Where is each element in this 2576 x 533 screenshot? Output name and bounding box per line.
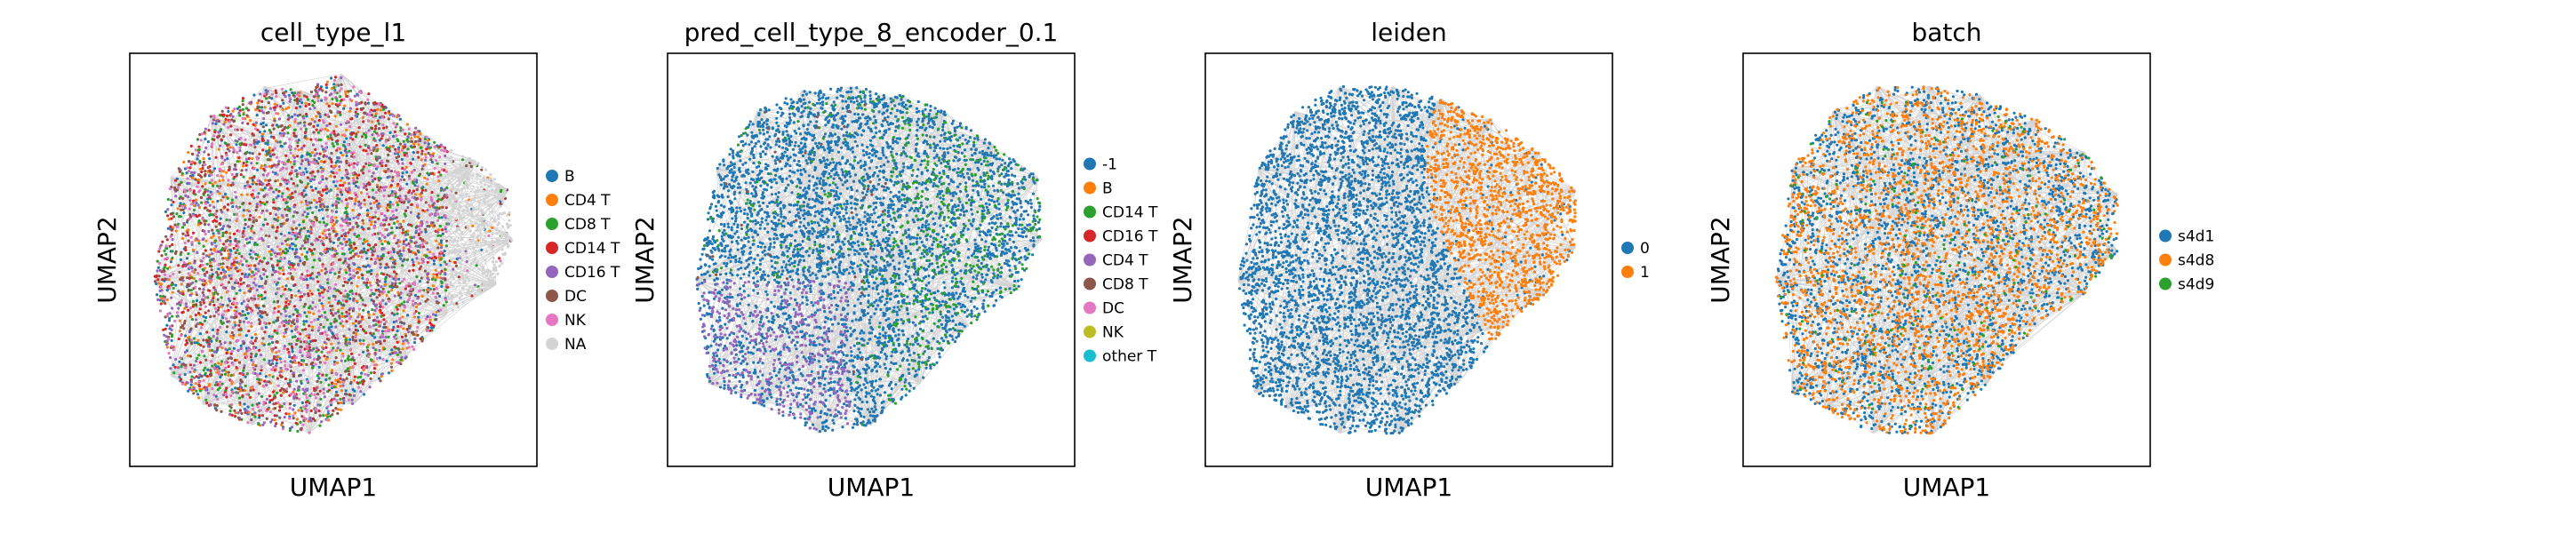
- x-axis-label: UMAP1: [828, 473, 916, 502]
- legend-marker-1: [1084, 157, 1096, 171]
- legend-marker-cd14-t: [1084, 205, 1096, 219]
- points-0: [1238, 84, 1572, 435]
- points-dc: [154, 83, 513, 430]
- legend-marker-cd8-t: [546, 218, 558, 230]
- legend-marker-other-t: [1084, 349, 1096, 362]
- axes-frame: [1204, 52, 1613, 467]
- panel-title: cell_type_l1: [260, 18, 406, 47]
- legend-marker-cd16-t: [546, 266, 558, 278]
- legend-label-s4d9: s4d9: [2178, 276, 2214, 294]
- cell-points: [1774, 85, 2119, 435]
- legend-label-b: B: [1102, 180, 1113, 198]
- x-axis-label: UMAP1: [1903, 473, 1991, 502]
- legend: -1 B CD14 T CD16 T CD4 T CD8 T DC NK other T: [1084, 156, 1158, 366]
- y-axis-label: UMAP2: [630, 216, 660, 304]
- legend-label-other-t: other T: [1102, 348, 1157, 366]
- legend-marker-cd4-t: [546, 194, 558, 206]
- points-cd4-t: [697, 279, 852, 431]
- legend-marker-dc: [546, 290, 558, 302]
- panel-title: leiden: [1371, 18, 1447, 47]
- legend-label-1: -1: [1102, 156, 1117, 174]
- legend-marker-b: [1084, 181, 1096, 195]
- legend-label-na: NA: [564, 336, 587, 354]
- legend-label-cd14-t: CD14 T: [564, 240, 620, 258]
- panel-title: pred_cell_type_8_encoder_0.1: [684, 18, 1059, 47]
- legend-label-s4d8: s4d8: [2178, 252, 2214, 270]
- legend-label-cd16-t: CD16 T: [1102, 228, 1158, 246]
- legend-label-s4d1: s4d1: [2178, 228, 2214, 246]
- legend-marker-nk: [1084, 325, 1096, 338]
- legend-label-1: 1: [1640, 264, 1650, 282]
- points-1: [1426, 99, 1578, 341]
- points-cd16-t: [156, 76, 493, 431]
- legend-marker-0: [1621, 242, 1634, 254]
- panel-title: batch: [1911, 18, 1981, 47]
- legend: B CD4 T CD8 T CD14 T CD16 T DC NK NA: [546, 168, 620, 354]
- plot-area: [153, 74, 514, 434]
- axes-frame: [129, 52, 538, 467]
- legend-marker-na: [546, 338, 558, 350]
- legend-marker-cd16-t: [1084, 229, 1096, 243]
- legend-marker-cd4-t: [1084, 253, 1096, 266]
- y-axis-label: UMAP2: [1706, 216, 1735, 304]
- points-nk: [157, 79, 504, 434]
- points-s4d8: [1774, 85, 2119, 435]
- legend-marker-cd14-t: [546, 242, 558, 254]
- points-s4d9: [1780, 100, 2114, 428]
- legend-marker-s4d1: [2159, 229, 2172, 243]
- points-cd14-t: [702, 90, 1042, 426]
- cell-points: [153, 76, 514, 434]
- plot-area: [1237, 84, 1578, 435]
- panel-4: batch UMAP1 UMAP2 s4d1 s4d8 s4d9: [1706, 18, 2214, 502]
- legend-label-cd4-t: CD4 T: [564, 192, 611, 210]
- legend-label-nk: NK: [1102, 324, 1124, 342]
- legend-marker-1: [1621, 266, 1634, 278]
- plot-area: [1774, 85, 2119, 435]
- x-axis-label: UMAP1: [290, 473, 378, 502]
- y-axis-label: UMAP2: [92, 216, 122, 304]
- cell-points: [1238, 84, 1578, 435]
- legend-label-dc: DC: [564, 288, 587, 306]
- legend-label-cd16-t: CD16 T: [564, 264, 620, 282]
- legend-label-cd8-t: CD8 T: [1102, 276, 1148, 294]
- plot-area: [695, 85, 1043, 434]
- legend: s4d1 s4d8 s4d9: [2159, 228, 2214, 294]
- legend-marker-cd8-t: [1084, 277, 1096, 290]
- legend-marker-b: [546, 170, 558, 182]
- legend-label-cd14-t: CD14 T: [1102, 204, 1158, 222]
- points-na: [445, 148, 514, 312]
- legend-marker-s4d8: [2159, 253, 2172, 266]
- legend-marker-s4d9: [2159, 277, 2172, 290]
- legend-label-nk: NK: [564, 312, 587, 330]
- legend-label-cd8-t: CD8 T: [564, 216, 611, 234]
- points-b: [155, 76, 503, 430]
- panel-1: cell_type_l1 UMAP1 UMAP2 B CD4 T CD8 T CD14 T C…: [92, 18, 620, 502]
- y-axis-label: UMAP2: [1168, 216, 1197, 304]
- legend-marker-nk: [546, 314, 558, 326]
- axes-frame: [1742, 52, 2151, 467]
- cell-points: [695, 86, 1042, 434]
- legend-label-cd4-t: CD4 T: [1102, 252, 1148, 270]
- points-cd8-t: [696, 103, 887, 374]
- panel-2: pred_cell_type_8_encoder_0.1 UMAP1 UMAP2 -1…: [630, 18, 1158, 502]
- axes-frame: [667, 52, 1076, 467]
- legend: 01: [1621, 240, 1650, 282]
- x-axis-label: UMAP1: [1365, 473, 1453, 502]
- legend-marker-dc: [1084, 301, 1096, 314]
- legend-label-b: B: [564, 168, 575, 186]
- legend-label-dc: DC: [1102, 300, 1124, 318]
- legend-label-0: 0: [1640, 240, 1650, 258]
